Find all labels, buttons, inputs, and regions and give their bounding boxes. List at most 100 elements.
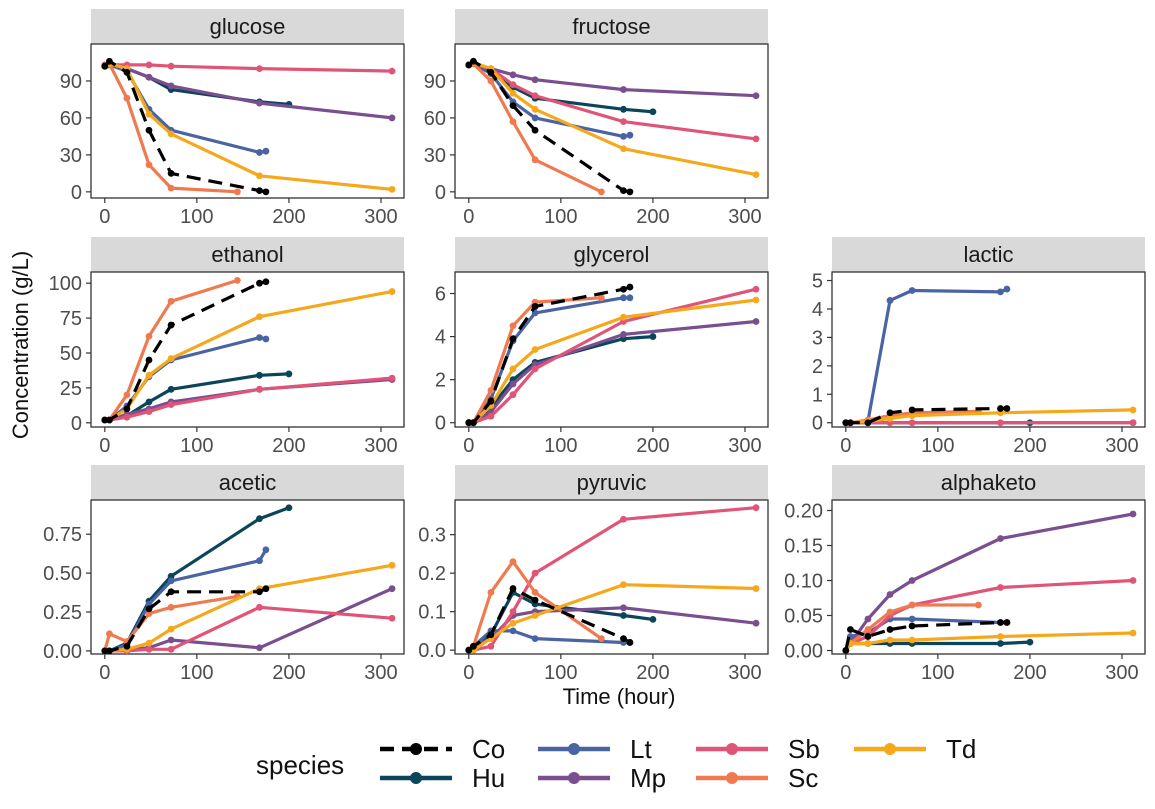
panel-pyruvic: pyruvic 0 100 200 300 0.0 0.1 0.2 0.3: [418, 465, 769, 684]
data-point-co: [106, 647, 113, 655]
y-tick-label: 0.00: [43, 641, 82, 663]
data-point-mp: [620, 86, 627, 93]
data-point-lt: [262, 147, 270, 155]
y-tick-label: 3: [812, 327, 823, 349]
data-point-mp: [256, 99, 263, 107]
data-point-co: [256, 187, 263, 195]
data-point-hu: [649, 108, 657, 116]
data-point-sb: [1129, 419, 1137, 427]
strip-background: [91, 237, 404, 272]
panel-acetic: acetic 0 100 200 300 0.00 0.25 0.50 0.75: [43, 465, 405, 684]
y-tick-label: 0.75: [43, 524, 82, 546]
data-point-td: [531, 612, 539, 619]
panel-lactic: lactic 0 100 200 300 0 1 2 3 4 5: [812, 237, 1146, 457]
data-point-mp: [388, 114, 396, 122]
data-point-sb: [256, 385, 263, 393]
y-tick-label: 75: [60, 308, 82, 330]
y-tick-label: 0.00: [784, 641, 823, 663]
data-point-lt: [626, 294, 634, 302]
y-tick-label: 4: [435, 327, 446, 349]
data-point-td: [145, 371, 153, 379]
y-tick-label: 0.1: [418, 602, 446, 624]
data-point-sc: [531, 156, 539, 164]
data-point-sc: [145, 610, 153, 617]
data-point-mp: [864, 615, 872, 623]
data-point-hu: [145, 398, 153, 406]
data-point-lt: [509, 627, 517, 635]
x-tick-label: 300: [728, 435, 761, 457]
data-point-sc: [167, 603, 175, 611]
data-point-td: [388, 185, 396, 193]
data-point-lt: [908, 287, 916, 294]
data-point-co: [531, 303, 539, 310]
legend-item-mp: Mp: [538, 763, 666, 793]
data-point-hu: [1026, 638, 1034, 646]
strip-label: pyruvic: [577, 470, 647, 495]
data-point-sb: [997, 584, 1004, 591]
y-tick-label: 0: [812, 413, 823, 435]
data-point-td: [1129, 406, 1137, 414]
strip-label: acetic: [219, 470, 276, 495]
data-point-lt: [997, 288, 1004, 296]
data-point-co: [1003, 619, 1011, 626]
data-point-mp: [145, 73, 153, 81]
x-tick-label: 100: [180, 435, 213, 457]
panel-glycerol: glycerol 0 100 200 300 0 2 4 6: [435, 237, 769, 457]
data-point-co: [470, 57, 477, 65]
y-tick-label: 6: [435, 284, 446, 306]
data-point-mp: [388, 585, 396, 593]
y-tick-label: 0: [71, 413, 82, 435]
data-point-co: [487, 397, 495, 405]
y-axis-title: Concentration (g/L): [8, 251, 33, 439]
data-point-co: [123, 642, 131, 650]
data-point-hu: [620, 105, 627, 113]
data-point-sb: [1129, 577, 1137, 584]
strip-background: [455, 465, 768, 500]
y-tick-label: 60: [60, 108, 82, 130]
data-point-sb: [752, 285, 760, 293]
data-point-sb: [388, 374, 396, 382]
data-point-sc: [597, 635, 605, 642]
strip-label: ethanol: [211, 242, 283, 267]
data-point-mp: [509, 380, 517, 388]
y-tick-label: 0.15: [784, 536, 823, 558]
data-point-lt: [167, 577, 175, 585]
data-point-sb: [908, 419, 916, 427]
data-point-hu: [649, 615, 657, 623]
x-tick-label: 0: [463, 662, 474, 684]
data-point-sc: [167, 184, 175, 192]
data-point-sc: [864, 626, 872, 633]
data-point-co: [509, 335, 517, 343]
strip-background: [91, 465, 404, 500]
y-tick-label: 0.20: [784, 501, 823, 523]
data-point-co: [106, 416, 113, 424]
data-point-td: [531, 346, 539, 353]
data-point-lt: [620, 133, 627, 140]
panel-frame: [831, 499, 1146, 655]
y-tick-label: 60: [424, 108, 446, 130]
x-tick-label: 100: [544, 435, 577, 457]
data-point-lt: [620, 294, 627, 302]
data-point-co: [145, 605, 153, 613]
x-tick-label: 300: [1105, 662, 1138, 684]
data-point-sb: [531, 569, 539, 577]
data-point-sb: [388, 614, 396, 622]
legend-label: Co: [472, 734, 505, 764]
strip-label: glycerol: [574, 242, 650, 267]
strip-label: lactic: [963, 242, 1013, 267]
legend-item-lt: Lt: [538, 734, 652, 764]
data-point-co: [509, 585, 517, 592]
data-point-sc: [167, 297, 175, 305]
data-point-mp: [167, 82, 175, 90]
x-tick-label: 100: [921, 662, 954, 684]
x-tick-label: 0: [840, 435, 851, 457]
data-point-sb: [145, 61, 153, 69]
x-tick-label: 200: [636, 435, 669, 457]
data-point-sb: [752, 135, 760, 143]
data-point-sc: [123, 391, 131, 399]
legend-label: Td: [946, 734, 976, 764]
